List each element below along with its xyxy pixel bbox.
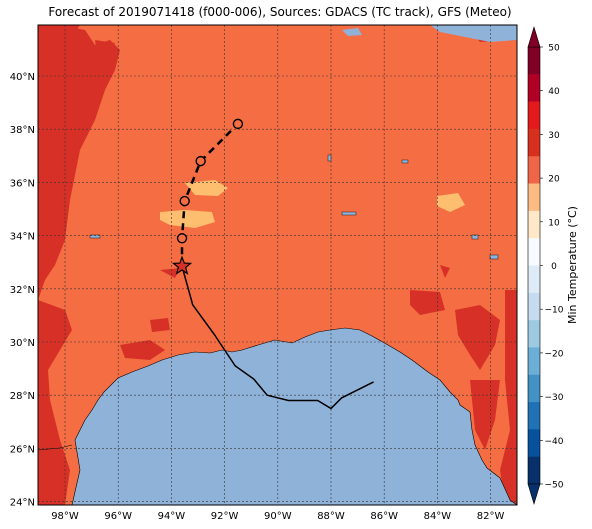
colorbar-band: [528, 265, 540, 294]
colorbar-band: [528, 183, 540, 212]
colorbar-band: [528, 128, 540, 157]
map-gridlines: [38, 25, 517, 505]
longitude-labels: 98°W 96°W 94°W 92°W 90°W 88°W 86°W 84°W 82°W: [51, 511, 504, 522]
colorbar-bottom-arrow: [527, 483, 541, 506]
colorbar-band: [528, 456, 540, 485]
lon-label: 94°W: [158, 511, 186, 522]
colorbar-tick-label: 30: [548, 131, 560, 141]
colorbar-tick-label: −40: [545, 437, 564, 447]
colorbar-band: [528, 101, 540, 130]
current-position-star-icon: [171, 255, 193, 275]
colorbar-bands: [527, 46, 541, 485]
colorbar-band: [528, 156, 540, 184]
forecast-point-marker: [176, 233, 188, 244]
track-observed-line: [181, 265, 374, 410]
lat-label: 36°N: [10, 178, 35, 189]
colorbar-band: [528, 74, 540, 102]
coastline: [71, 327, 517, 505]
map-frame: [37, 24, 518, 506]
lon-label: 92°W: [211, 511, 239, 522]
lat-label: 24°N: [10, 498, 35, 509]
lakes: [89, 154, 499, 260]
lon-label: 98°W: [51, 511, 79, 522]
map-area: [38, 25, 517, 505]
colorbar-band: [528, 210, 540, 239]
colorbar-tick-label: 50: [548, 44, 560, 54]
colorbar-tick-label: 0: [551, 262, 557, 272]
lon-label: 82°W: [477, 511, 505, 522]
border-line: [38, 444, 73, 451]
lon-label: 86°W: [370, 511, 398, 522]
map-title: Forecast of 2019071418 (f000-006), Sourc…: [48, 5, 512, 19]
gulf-of-mexico-water: [72, 25, 517, 505]
colorbar-tick-label: 10: [548, 218, 560, 228]
lon-label: 88°W: [317, 511, 345, 522]
colorbar: 50 40 30 20 10 0 −10 −20 −30 −40 −50 Min Temperatu…: [527, 25, 579, 506]
colorbar-ticks: 50 40 30 20 10 0 −10 −20 −30 −40 −50: [540, 44, 564, 491]
cool-temperature-regions: [160, 180, 465, 228]
track-forecast-points: [176, 118, 244, 244]
colorbar-tick-label: −30: [545, 393, 564, 403]
colorbar-tick-label: −10: [545, 306, 564, 316]
colorbar-top-arrow: [527, 25, 541, 48]
colorbar-tick-label: 40: [548, 87, 560, 97]
colorbar-band: [528, 238, 540, 266]
lat-label: 28°N: [10, 391, 35, 402]
colorbar-band: [528, 429, 540, 457]
forecast-point-marker: [232, 118, 244, 130]
colorbar-tick-label: 20: [548, 175, 560, 185]
colorbar-label: Min Temperature (°C): [566, 206, 579, 324]
lat-label: 30°N: [10, 338, 35, 349]
lon-label: 84°W: [424, 511, 452, 522]
colorbar-band: [528, 374, 540, 403]
lat-label: 34°N: [10, 232, 35, 243]
colorbar-tick-label: −50: [545, 481, 564, 491]
lon-label: 96°W: [104, 511, 132, 522]
lat-label: 32°N: [10, 285, 35, 296]
colorbar-band: [528, 402, 540, 430]
lat-label: 40°N: [10, 72, 35, 83]
lat-label: 38°N: [10, 125, 35, 136]
hot-temperature-regions: [38, 25, 517, 505]
forecast-point-marker: [195, 155, 206, 167]
forecast-point-marker: [179, 195, 190, 207]
colorbar-band: [528, 292, 540, 321]
tc-track: [171, 118, 374, 410]
colorbar-tick-label: −20: [545, 349, 564, 359]
colorbar-band: [528, 347, 540, 376]
lat-label: 26°N: [10, 444, 35, 455]
latitude-labels: 40°N 38°N 36°N 34°N 32°N 30°N 28°N 26°N 24°N: [10, 72, 35, 509]
lon-label: 90°W: [264, 511, 292, 522]
colorbar-band: [528, 47, 540, 75]
colorbar-band: [528, 320, 540, 348]
